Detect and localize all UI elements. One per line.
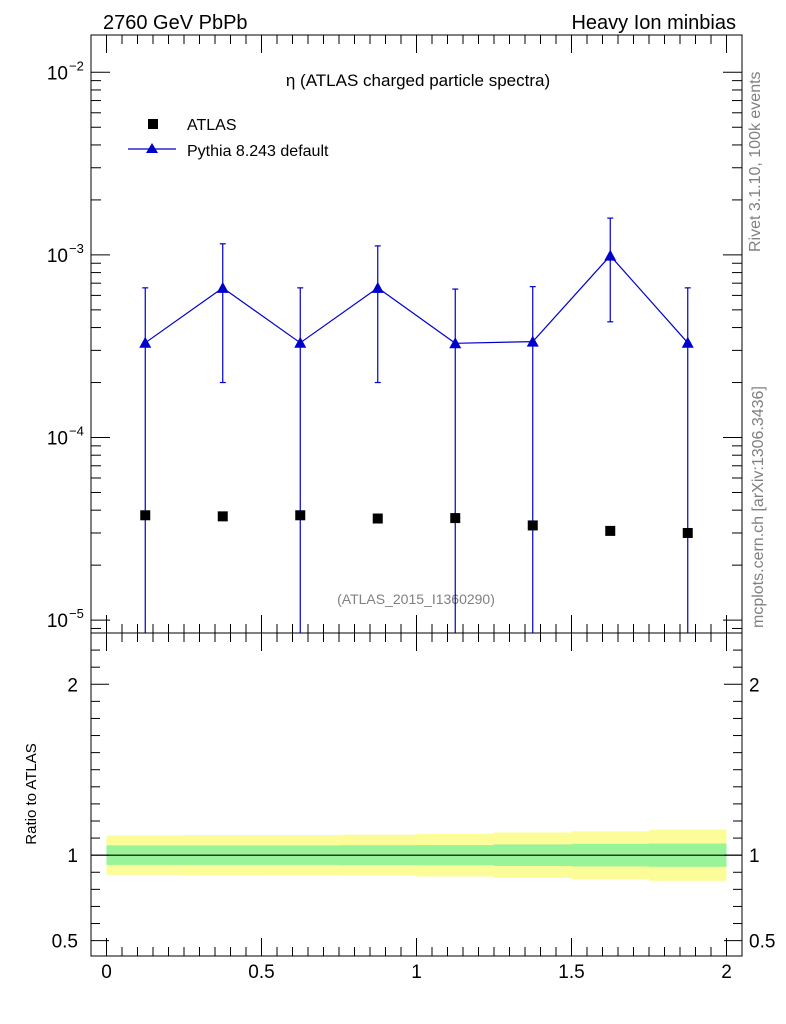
pythia-point: [449, 337, 462, 349]
main-y-tick-exponent: −2: [69, 58, 84, 73]
ratio-axis-ticks: [91, 633, 742, 956]
main-y-tick-label: 10: [47, 246, 68, 267]
analysis-watermark: (ATLAS_2015_I1360290): [337, 591, 495, 607]
main-y-tick-label: 10: [47, 63, 68, 84]
ratio-y-tick-label-left: 2: [67, 675, 78, 696]
legend-atlas-label: ATLAS: [187, 117, 237, 134]
main-axis-ticks: [91, 35, 742, 633]
pythia-point: [216, 281, 229, 293]
ratio-x-tick-label: 0.5: [248, 962, 274, 983]
rivet-label: Rivet 3.1.10, 100k events: [747, 71, 764, 252]
atlas-point: [295, 510, 306, 521]
header-right: Heavy Ion minbias: [571, 12, 736, 34]
header-left: 2760 GeV PbPb: [103, 12, 248, 34]
pythia-point: [371, 281, 384, 293]
atlas-point: [372, 513, 383, 524]
main-y-tick-exponent: −3: [69, 241, 84, 256]
atlas-point: [217, 511, 228, 522]
ratio-x-tick-label: 1: [411, 962, 422, 983]
ratio-x-tick-labels: 0 0.5 1 1.5 2: [101, 962, 732, 983]
main-panel: 10−210−310−410−5 η (ATLAS charged partic…: [47, 34, 743, 634]
pythia-point: [294, 336, 307, 348]
atlas-point: [605, 525, 616, 536]
legend-pythia-marker: [146, 143, 158, 153]
legend-pythia-label: Pythia 8.243 default: [187, 143, 329, 160]
pythia-point: [604, 249, 617, 261]
atlas-point: [527, 520, 538, 531]
legend-atlas-marker: [148, 119, 158, 129]
ratio-x-tick-label: 0: [101, 962, 112, 983]
main-y-tick-label: 10: [47, 428, 68, 449]
chart-title: η (ATLAS charged particle spectra): [286, 71, 550, 90]
mcplots-label: mcplots.cern.ch [arXiv:1306.3436]: [750, 386, 767, 628]
ratio-y-tick-label-right: 0.5: [749, 932, 775, 953]
pythia-point: [526, 335, 539, 347]
atlas-series: [140, 510, 693, 538]
main-y-tick-labels: 10−210−310−410−5: [47, 58, 84, 632]
main-y-tick-label: 10: [47, 611, 68, 632]
ratio-x-tick-label: 1.5: [558, 962, 584, 983]
pythia-point: [139, 336, 152, 348]
ratio-y-axis-label: Ratio to ATLAS: [23, 743, 40, 844]
ratio-frame: [90, 632, 743, 957]
atlas-point: [140, 510, 151, 521]
pythia-series: [139, 217, 694, 633]
ratio-y-tick-labels: 0.5 0.5 1 1 2 2: [52, 675, 776, 952]
legend: ATLAS Pythia 8.243 default: [128, 117, 329, 160]
ratio-y-tick-label-left: 0.5: [52, 932, 78, 953]
main-y-tick-exponent: −4: [69, 423, 84, 438]
ratio-y-tick-label-right: 1: [749, 846, 760, 867]
main-y-tick-exponent: −5: [69, 606, 84, 621]
pythia-point: [681, 336, 694, 348]
pythia-line: [144, 254, 689, 344]
atlas-point: [682, 527, 693, 538]
ratio-y-tick-label-right: 2: [749, 675, 760, 696]
ratio-panel: 0.5 0.5 1 1 2 2 0 0.5 1 1.5 2 Ratio to ATLAS: [23, 632, 776, 983]
ratio-x-tick-label: 2: [721, 962, 732, 983]
ratio-y-tick-label-left: 1: [67, 846, 78, 867]
atlas-point: [450, 513, 461, 524]
